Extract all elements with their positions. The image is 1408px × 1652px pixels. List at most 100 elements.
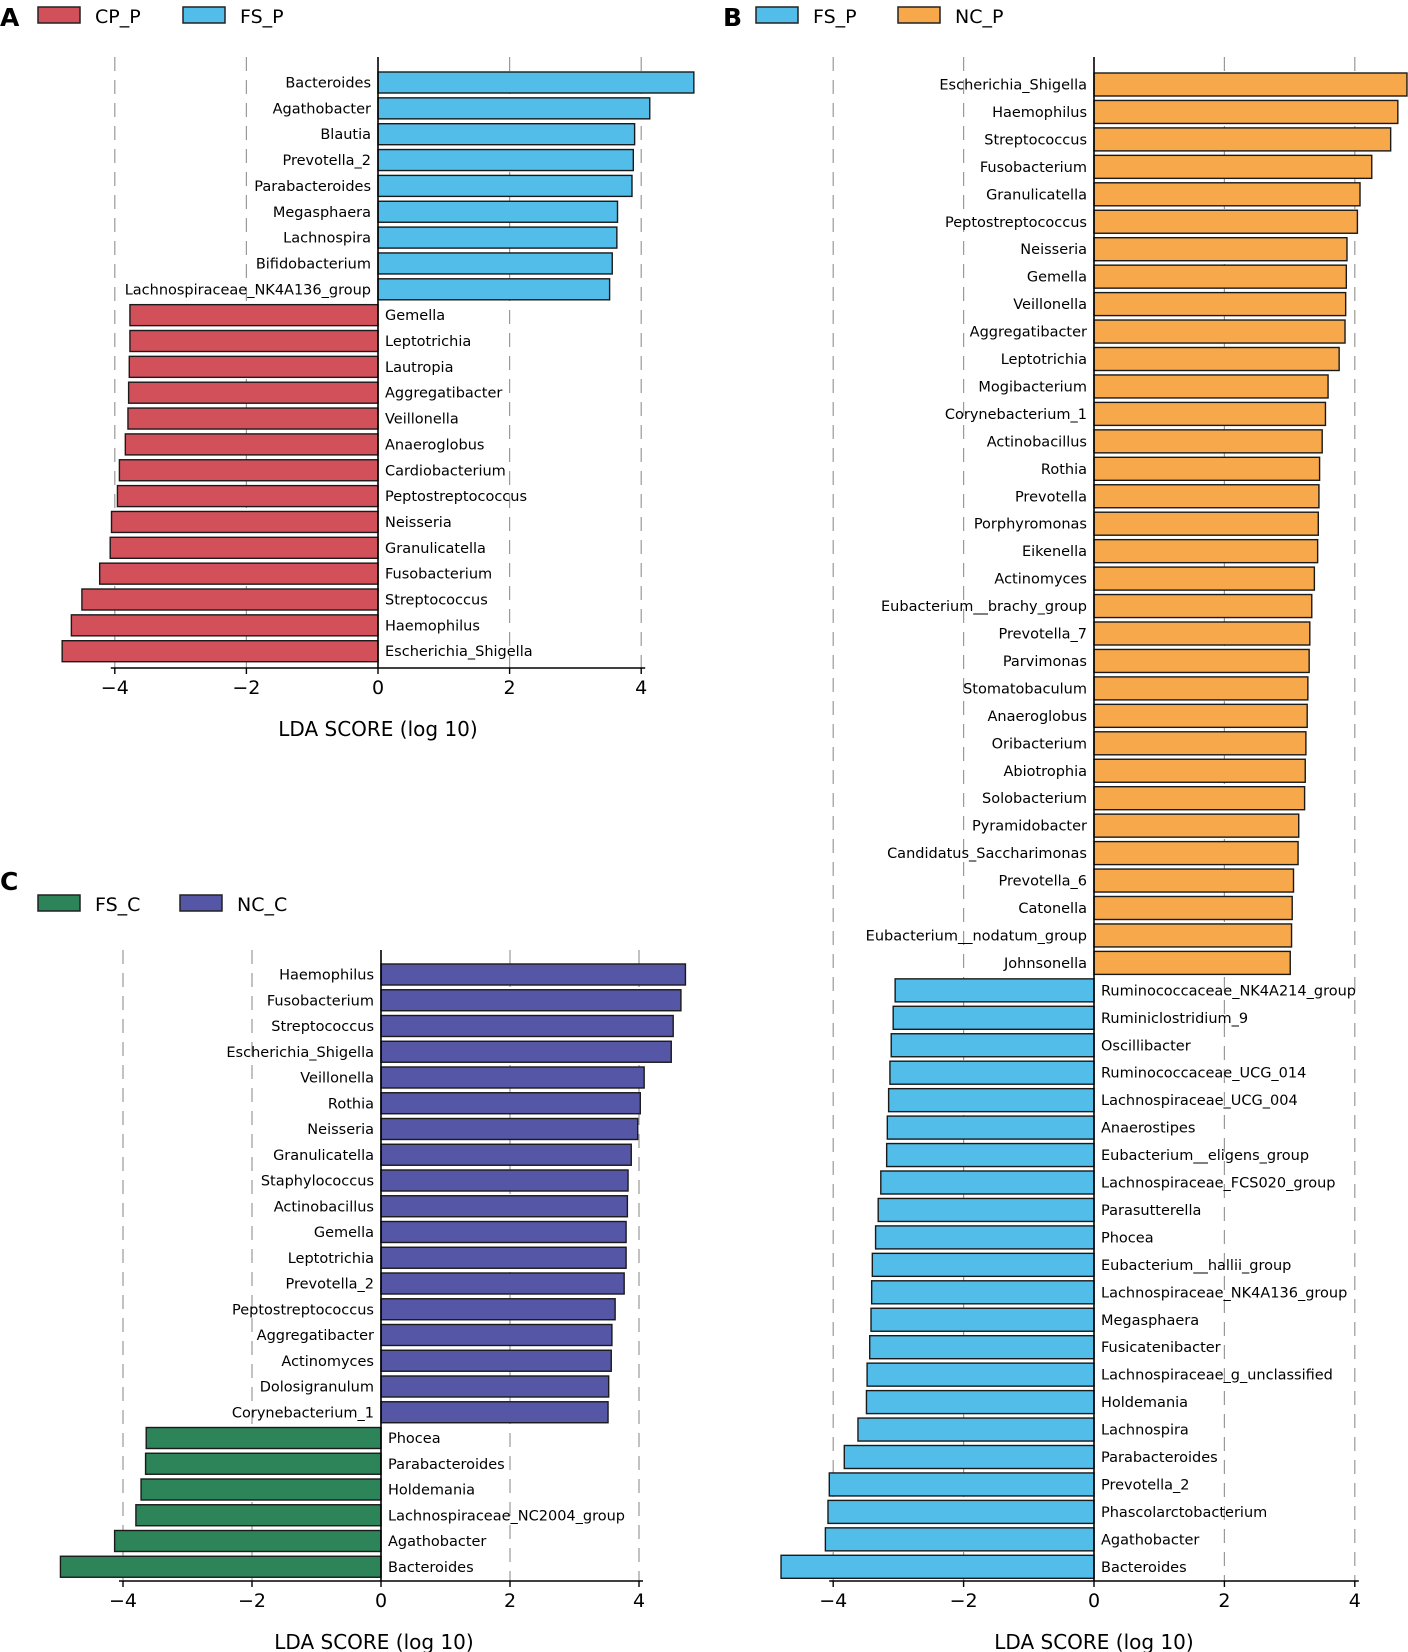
panel-b-bar-1 <box>1093 99 1399 125</box>
panel-a-tick-label-1: −2 <box>232 677 260 699</box>
panel-a-bar-2 <box>377 122 636 146</box>
panel-a-bar-14 <box>124 433 379 456</box>
panel-b-category-label-31: Eubacterium__nodatum_group <box>866 928 1087 944</box>
panel-b-category-label-34: Ruminiclostridium_9 <box>1101 1011 1248 1027</box>
panel-b-category-label-19: Eubacterium__brachy_group <box>881 599 1087 615</box>
panel-c-category-label-19: Parabacteroides <box>388 1457 505 1473</box>
panel-c-category-label-21: Lachnospiraceae_NC2004_group <box>388 1508 625 1524</box>
panel-c-bar-22 <box>113 1529 382 1553</box>
panel-c-tick-label-3: 2 <box>504 1590 516 1612</box>
panel-c-category-label-0: Haemophilus <box>279 968 374 984</box>
panel-a-legend-swatch-0 <box>37 6 81 24</box>
panel-a-legend-label-0: CP_P <box>95 6 141 28</box>
panel-b-bar-2 <box>1093 127 1392 152</box>
panel-b-legend-label-0: FS_P <box>813 6 857 28</box>
panel-b-bar-50 <box>843 1444 1095 1470</box>
panel-b-category-label-29: Prevotella_6 <box>998 874 1087 890</box>
panel-b-bar-38 <box>886 1115 1095 1140</box>
panel-b-bar-6 <box>1093 236 1348 262</box>
panel-b-category-label-10: Leptotrichia <box>1001 352 1087 368</box>
panel-c-legend-swatch-1 <box>179 894 223 912</box>
panel-a-bar-5 <box>377 200 619 223</box>
panel-b-bar-40 <box>880 1170 1095 1195</box>
panel-a-bar-7 <box>377 252 613 275</box>
panel-c-letter: C <box>0 867 18 896</box>
panel-b-category-label-22: Stomatobaculum <box>963 681 1087 697</box>
panel-b-category-label-41: Parasutterella <box>1101 1203 1201 1219</box>
panel-a-bar-3 <box>377 148 635 172</box>
panel-b-bar-20 <box>1093 621 1311 646</box>
panel-c-tick-label-2: 0 <box>375 1590 387 1612</box>
panel-b-bar-32 <box>1093 950 1291 976</box>
panel-b-plot: Escherichia_Shigella Haemophilus Streptoco… <box>780 57 1408 1612</box>
panel-c-category-label-10: Gemella <box>314 1225 374 1241</box>
panel-a-category-label-17: Neisseria <box>385 515 452 531</box>
panel-b-bar-25 <box>1093 758 1306 783</box>
panel-b-category-label-21: Parvimonas <box>1003 654 1087 670</box>
panel-b-category-label-18: Actinomyces <box>994 572 1087 588</box>
panel-b-bar-21 <box>1093 648 1310 674</box>
panel-c-bar-9 <box>380 1195 629 1218</box>
panel-a-category-label-16: Peptostreptococcus <box>385 489 527 505</box>
panel-c-bar-20 <box>140 1478 382 1501</box>
panel-a-legend: CP_P FS_P <box>37 6 284 28</box>
panel-a-bar-8 <box>377 278 611 301</box>
panel-b-category-label-38: Anaerostipes <box>1101 1121 1195 1137</box>
panel-b-category-label-26: Solobacterium <box>982 791 1087 807</box>
panel-b-bar-13 <box>1093 429 1323 454</box>
panel-b-bar-26 <box>1093 786 1306 811</box>
panel-a-category-label-18: Granulicatella <box>385 541 486 557</box>
panel-c-legend: FS_C NC_C <box>37 894 287 916</box>
panel-b-bar-29 <box>1093 868 1295 893</box>
panel-b-bar-18 <box>1093 566 1316 591</box>
panel-a-category-label-8: Lachnospiraceae_NK4A136_group <box>125 282 371 298</box>
panel-b-bar-53 <box>824 1527 1095 1552</box>
panel-a-bar-17 <box>110 510 379 534</box>
panel-b-bar-39 <box>885 1142 1095 1168</box>
panel-b-category-label-8: Veillonella <box>1013 297 1087 313</box>
panel-b-bar-52 <box>827 1499 1095 1525</box>
panel-a-category-label-11: Lautropia <box>385 360 453 376</box>
panel-b-category-label-24: Oribacterium <box>992 736 1087 752</box>
panel-a-bar-10 <box>129 329 379 353</box>
panel-b-bar-35 <box>890 1033 1095 1058</box>
panel-a-category-label-5: Megasphaera <box>273 205 371 221</box>
panel-b-category-label-51: Prevotella_2 <box>1101 1477 1190 1493</box>
panel-b-bar-46 <box>869 1334 1095 1360</box>
panel-a-bar-11 <box>128 355 379 379</box>
panel-b-bar-10 <box>1093 346 1340 372</box>
panel-a-category-label-10: Leptotrichia <box>385 334 471 350</box>
panel-b-bar-16 <box>1093 511 1319 536</box>
panel-b-bar-12 <box>1093 401 1327 427</box>
panel-c-category-label-2: Streptococcus <box>271 1019 374 1035</box>
panel-c-bar-15 <box>380 1349 612 1372</box>
panel-b-category-label-15: Prevotella <box>1015 489 1087 505</box>
panel-b-legend-label-1: NC_P <box>955 6 1003 28</box>
panel-b-category-label-45: Megasphaera <box>1101 1313 1199 1329</box>
panel-b-category-label-2: Streptococcus <box>984 132 1087 148</box>
panel-a-bar-18 <box>109 536 379 559</box>
panel-a-bar-13 <box>127 407 379 430</box>
panel-b-category-label-27: Pyramidobacter <box>972 819 1087 835</box>
panel-c-category-label-1: Fusobacterium <box>267 993 374 1009</box>
panel-a-plot: Bacteroides Agathobacter Blautia Prevotella… <box>61 57 695 699</box>
panel-b-category-label-17: Eikenella <box>1022 544 1087 560</box>
panel-b-category-label-28: Candidatus_Saccharimonas <box>887 846 1087 862</box>
panel-b-category-label-6: Neisseria <box>1020 242 1087 258</box>
panel-c-bar-2 <box>380 1014 674 1038</box>
panel-c-bar-17 <box>380 1401 609 1424</box>
panel-a-bar-20 <box>81 588 379 611</box>
panel-c-bar-4 <box>380 1066 645 1089</box>
panel-a-bar-15 <box>118 459 379 482</box>
panel-c-category-label-7: Granulicatella <box>273 1148 374 1164</box>
panel-b-bar-31 <box>1093 923 1293 948</box>
panel-b-category-label-44: Lachnospiraceae_NK4A136_group <box>1101 1285 1347 1301</box>
panel-b-bar-5 <box>1093 209 1359 234</box>
panel-b-category-label-1: Haemophilus <box>992 105 1087 121</box>
panel-b-bar-19 <box>1093 593 1313 619</box>
panel-c-bar-3 <box>380 1040 672 1063</box>
panel-b-bar-44 <box>870 1280 1095 1305</box>
panel-b-bar-47 <box>866 1362 1095 1387</box>
panel-b-bar-36 <box>889 1060 1095 1085</box>
panel-b-category-label-11: Mogibacterium <box>978 379 1087 395</box>
